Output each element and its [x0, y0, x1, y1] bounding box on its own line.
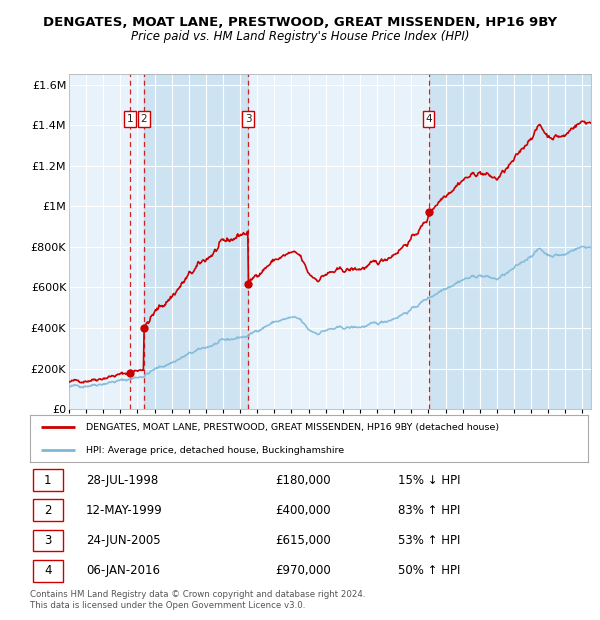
- Text: 50% ↑ HPI: 50% ↑ HPI: [398, 564, 461, 577]
- Text: £400,000: £400,000: [275, 504, 331, 517]
- Text: £180,000: £180,000: [275, 474, 331, 487]
- Text: 12-MAY-1999: 12-MAY-1999: [86, 504, 163, 517]
- Text: 06-JAN-2016: 06-JAN-2016: [86, 564, 160, 577]
- Text: 15% ↓ HPI: 15% ↓ HPI: [398, 474, 461, 487]
- Text: 1: 1: [127, 114, 133, 124]
- Text: 3: 3: [44, 534, 52, 547]
- Text: DENGATES, MOAT LANE, PRESTWOOD, GREAT MISSENDEN, HP16 9BY: DENGATES, MOAT LANE, PRESTWOOD, GREAT MI…: [43, 16, 557, 29]
- Text: 83% ↑ HPI: 83% ↑ HPI: [398, 504, 461, 517]
- Text: 3: 3: [245, 114, 251, 124]
- Text: 4: 4: [44, 564, 52, 577]
- Text: 28-JUL-1998: 28-JUL-1998: [86, 474, 158, 487]
- Text: £615,000: £615,000: [275, 534, 331, 547]
- Text: 24-JUN-2005: 24-JUN-2005: [86, 534, 160, 547]
- Text: 53% ↑ HPI: 53% ↑ HPI: [398, 534, 461, 547]
- Bar: [33, 560, 64, 582]
- Text: 2: 2: [140, 114, 147, 124]
- Bar: [33, 469, 64, 491]
- Text: 1: 1: [44, 474, 52, 487]
- Bar: [33, 500, 64, 521]
- Text: £970,000: £970,000: [275, 564, 331, 577]
- Bar: [33, 529, 64, 551]
- Text: HPI: Average price, detached house, Buckinghamshire: HPI: Average price, detached house, Buck…: [86, 446, 344, 455]
- Text: Price paid vs. HM Land Registry's House Price Index (HPI): Price paid vs. HM Land Registry's House …: [131, 30, 469, 43]
- Bar: [428, 74, 591, 409]
- Text: DENGATES, MOAT LANE, PRESTWOOD, GREAT MISSENDEN, HP16 9BY (detached house): DENGATES, MOAT LANE, PRESTWOOD, GREAT MI…: [86, 422, 499, 432]
- Text: 2: 2: [44, 504, 52, 517]
- Bar: [143, 74, 248, 409]
- Text: 4: 4: [425, 114, 432, 124]
- Text: Contains HM Land Registry data © Crown copyright and database right 2024.
This d: Contains HM Land Registry data © Crown c…: [30, 590, 365, 609]
